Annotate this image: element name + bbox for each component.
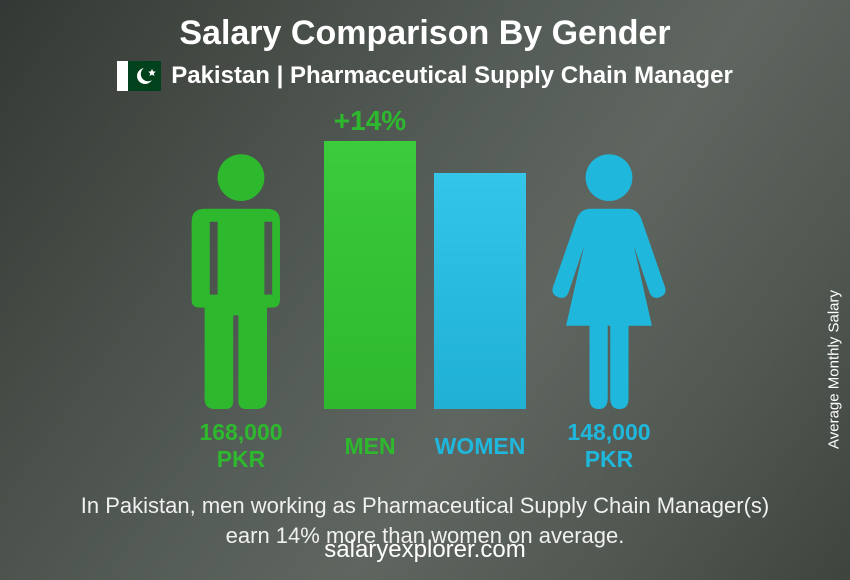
male-person-icon: [176, 149, 306, 409]
y-axis-label: Average Monthly Salary: [826, 290, 843, 449]
female-figure-column: [544, 109, 674, 409]
male-figure-column: [176, 109, 306, 409]
men-bar: +14%: [324, 141, 416, 409]
men-diff-label: +14%: [334, 105, 406, 137]
pakistan-flag-icon: [117, 61, 161, 91]
women-salary-label: 148,000 PKR: [544, 419, 674, 473]
subtitle-text: Pakistan | Pharmaceutical Supply Chain M…: [171, 62, 733, 90]
women-bar: [434, 173, 526, 409]
women-label: WOMEN: [434, 433, 526, 460]
men-salary-label: 168,000 PKR: [176, 419, 306, 473]
chart-area: +14%: [176, 109, 674, 409]
footer-source: salaryexplorer.com: [0, 536, 850, 564]
page-title: Salary Comparison By Gender: [179, 14, 670, 53]
infographic-container: Salary Comparison By Gender Pakistan | P…: [0, 0, 850, 580]
female-person-icon: [544, 149, 674, 409]
subtitle-row: Pakistan | Pharmaceutical Supply Chain M…: [117, 61, 733, 91]
labels-row: 168,000 PKR MEN WOMEN 148,000 PKR: [176, 419, 674, 473]
men-label: MEN: [324, 433, 416, 460]
